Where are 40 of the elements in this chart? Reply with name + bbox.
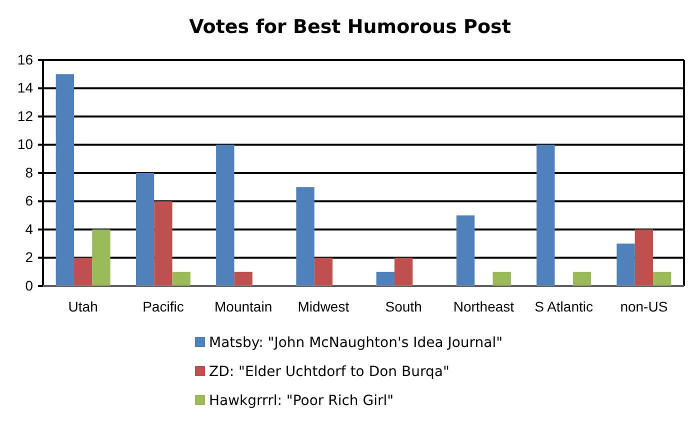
y-tick-label: 6 [25,192,34,209]
y-tick-label: 0 [25,277,34,294]
bar [616,244,635,286]
y-tick-label: 4 [25,220,34,237]
bar [314,258,333,286]
x-tick-label: S Atlantic [534,298,593,314]
x-tick-label: Mountain [214,298,272,314]
bar [536,144,555,286]
y-tick-label: 12 [17,108,34,124]
bar [376,272,394,286]
bar [653,272,672,286]
y-tick-label: 8 [25,164,34,180]
bar [216,144,234,286]
x-tick-label: non-US [620,298,668,314]
legend-label: Matsby: "John McNaughton's Idea Journal" [209,334,503,351]
bar [296,187,314,286]
bar [234,272,252,286]
x-tick-label: South [385,298,422,314]
legend-label: ZD: "Elder Uchtdorf to Don Burqa" [209,364,450,380]
bar [572,272,592,286]
bar [172,272,190,286]
bar [456,215,475,286]
legend-label: Hawkgrrrl: "Poor Rich Girl" [209,392,394,409]
y-tick-label: 10 [17,136,34,152]
bar [492,272,511,286]
y-tick-label: 14 [17,80,34,96]
bar [56,74,74,286]
chart-title: Votes for Best Humorous Post [189,16,511,38]
bar [394,258,413,286]
bar [92,230,110,286]
y-tick-label: 16 [17,51,34,68]
bar [74,258,92,286]
x-tick-label: Midwest [298,298,350,314]
bar [136,173,154,286]
x-tick-label: Pacific [142,298,184,314]
x-tick-label: Utah [68,298,98,314]
y-tick-label: 2 [25,249,34,266]
x-tick-label: Northeast [453,298,514,314]
bar [154,201,172,286]
bar [634,230,654,286]
